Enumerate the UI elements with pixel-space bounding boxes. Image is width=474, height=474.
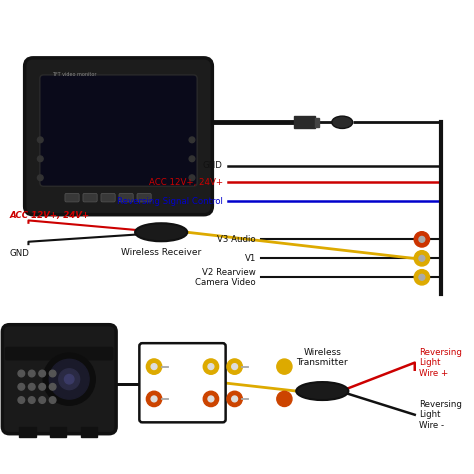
Circle shape (59, 369, 80, 390)
Text: Reversing Signal Control: Reversing Signal Control (117, 197, 223, 206)
Circle shape (37, 156, 43, 162)
Circle shape (414, 251, 429, 266)
Bar (50, 427, 66, 437)
Circle shape (277, 359, 292, 374)
Bar (81, 427, 97, 437)
Text: GND: GND (9, 249, 29, 258)
Text: Reversing
Light
Wire -: Reversing Light Wire - (419, 400, 462, 429)
FancyBboxPatch shape (2, 325, 116, 434)
Circle shape (43, 353, 95, 405)
Bar (315, 118, 319, 127)
Circle shape (18, 383, 25, 390)
FancyBboxPatch shape (139, 343, 226, 422)
FancyBboxPatch shape (137, 193, 151, 202)
Circle shape (146, 391, 162, 407)
Circle shape (49, 370, 56, 377)
Text: Wireless
Transmitter: Wireless Transmitter (297, 348, 348, 367)
FancyBboxPatch shape (83, 193, 97, 202)
Text: V2 Rearview
Camera Video: V2 Rearview Camera Video (195, 268, 256, 287)
Circle shape (232, 396, 237, 402)
FancyBboxPatch shape (101, 193, 115, 202)
Text: Wireless Receiver: Wireless Receiver (121, 248, 201, 257)
Circle shape (232, 364, 237, 370)
Circle shape (28, 370, 35, 377)
Circle shape (28, 397, 35, 403)
Circle shape (227, 359, 242, 374)
Circle shape (419, 255, 425, 261)
Circle shape (189, 175, 195, 181)
Ellipse shape (332, 116, 353, 128)
Circle shape (414, 270, 429, 285)
Circle shape (203, 391, 219, 407)
Text: ACC 12V+, 24V+: ACC 12V+, 24V+ (149, 178, 223, 187)
Text: GND: GND (203, 162, 223, 170)
Circle shape (28, 383, 35, 390)
Circle shape (208, 396, 214, 402)
Text: ACC 12V+, 24V+: ACC 12V+, 24V+ (9, 211, 90, 220)
Circle shape (18, 397, 25, 403)
Bar (19, 427, 36, 437)
Circle shape (39, 397, 46, 403)
Circle shape (414, 232, 429, 247)
Circle shape (18, 370, 25, 377)
Circle shape (189, 156, 195, 162)
Circle shape (189, 137, 195, 143)
Text: V3 Audio: V3 Audio (218, 235, 256, 244)
FancyBboxPatch shape (65, 193, 79, 202)
Text: V1: V1 (245, 254, 256, 263)
Text: TFT video monitor: TFT video monitor (52, 72, 97, 77)
Circle shape (146, 359, 162, 374)
Circle shape (37, 137, 43, 143)
Circle shape (419, 274, 425, 280)
Circle shape (49, 397, 56, 403)
FancyBboxPatch shape (40, 75, 197, 186)
Circle shape (227, 391, 242, 407)
Ellipse shape (135, 223, 187, 241)
Circle shape (49, 383, 56, 390)
Circle shape (37, 175, 43, 181)
Circle shape (208, 364, 214, 370)
Bar (294, 116, 315, 128)
Circle shape (49, 359, 89, 399)
Circle shape (203, 359, 219, 374)
Ellipse shape (296, 382, 348, 400)
Circle shape (151, 364, 157, 370)
Circle shape (39, 370, 46, 377)
FancyBboxPatch shape (6, 347, 113, 360)
FancyBboxPatch shape (25, 58, 212, 215)
Text: Reversing
Light
Wire +: Reversing Light Wire + (419, 348, 462, 377)
Circle shape (277, 392, 292, 407)
Circle shape (64, 374, 74, 384)
Circle shape (419, 237, 425, 242)
Circle shape (151, 396, 157, 402)
FancyBboxPatch shape (119, 193, 133, 202)
Circle shape (39, 383, 46, 390)
